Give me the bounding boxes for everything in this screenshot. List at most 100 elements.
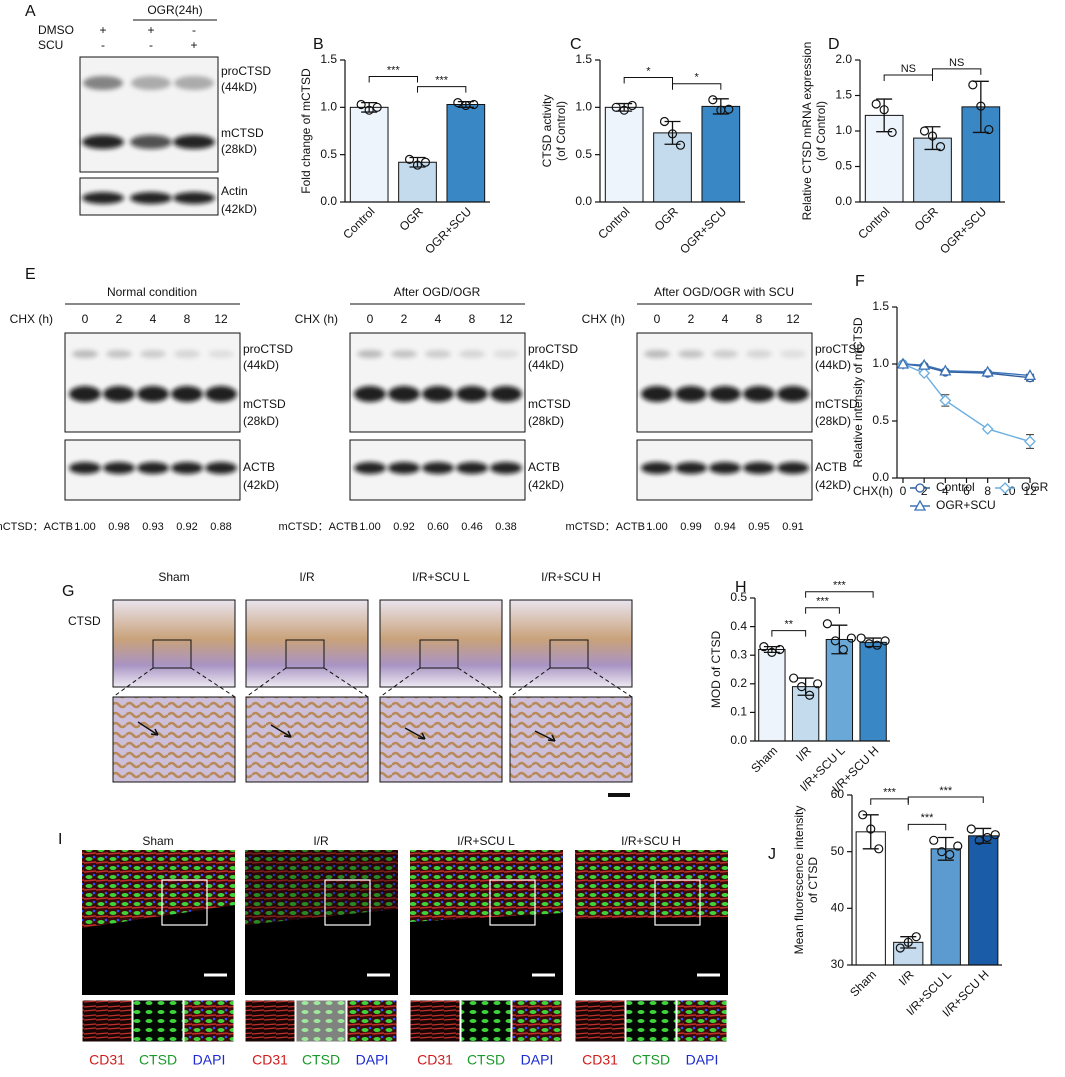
x-tick-label: 6 — [963, 484, 970, 498]
data-point — [813, 679, 823, 689]
blot-band — [490, 386, 522, 402]
data-point — [866, 824, 876, 834]
marker — [939, 364, 952, 376]
ihc-image — [509, 599, 633, 688]
band-label: ACTB — [815, 460, 847, 474]
blot-band — [641, 386, 673, 402]
data-point — [708, 95, 718, 105]
y-tick-label: 0.0 — [872, 470, 889, 484]
blot-band — [205, 462, 237, 474]
if-channel — [132, 999, 184, 1043]
inset-box — [152, 639, 192, 669]
blot-band — [354, 462, 386, 474]
band-label: proCTSD — [528, 342, 578, 356]
blot-band — [777, 386, 809, 402]
ihc-image — [112, 599, 236, 688]
data-point — [627, 100, 637, 111]
blot-band — [82, 135, 124, 149]
group-label: OGR(24h) — [147, 3, 202, 17]
blot-frame — [636, 332, 813, 433]
blot-band — [780, 350, 806, 358]
if-tissue — [575, 850, 728, 919]
data-point — [356, 99, 366, 110]
significance-label: *** — [883, 787, 897, 799]
band-size: (28kD) — [243, 414, 279, 428]
data-point — [420, 157, 431, 167]
if-channel — [460, 999, 512, 1043]
panel-letter: J — [768, 846, 776, 863]
band-label: Actin — [221, 184, 248, 198]
y-tick-label: 30 — [831, 957, 845, 971]
data-point — [982, 832, 992, 843]
ratio-value: 1.00 — [646, 521, 667, 533]
stain-label: CTSD — [68, 614, 101, 628]
significance-bracket — [417, 86, 467, 93]
data-point — [404, 154, 415, 164]
y-axis-label: Relative intensity of mCTSD — [851, 317, 865, 467]
band-label: mCTSD — [528, 397, 571, 411]
blot-title: After OGD/OGR with SCU — [654, 285, 794, 299]
if-tissue — [245, 850, 398, 925]
panel-letter: G — [62, 583, 74, 600]
if-tissue — [410, 850, 563, 922]
x-tick-label: 0 — [900, 484, 907, 498]
band-size: (28kD) — [815, 414, 851, 428]
ihc-image — [509, 696, 633, 783]
significance-bracket — [805, 591, 874, 598]
time-label: CHX (h) — [582, 312, 625, 326]
inset-box — [324, 879, 371, 926]
significance-bracket — [771, 630, 807, 637]
data-point — [974, 835, 984, 845]
zoom-line — [379, 667, 503, 698]
marker — [896, 357, 910, 369]
data-point — [830, 636, 840, 646]
bar — [825, 638, 854, 742]
data-point — [887, 127, 897, 138]
x-tick-label: 8 — [984, 484, 991, 498]
if-channel — [295, 999, 347, 1043]
channel-label: CTSD — [302, 1052, 340, 1068]
data-point — [929, 835, 939, 845]
y-tick-label: 2.0 — [835, 52, 852, 66]
blot-band — [174, 76, 214, 90]
group-title: I/R — [299, 570, 315, 584]
band-label: ACTB — [243, 460, 275, 474]
time-tick: 8 — [756, 312, 763, 326]
y-tick-label: 0.3 — [730, 647, 747, 661]
blot-band — [743, 462, 775, 474]
blot-title: After OGD/OGR — [394, 285, 481, 299]
y-tick-label: 0.0 — [575, 194, 592, 208]
y-tick-label: 0.0 — [320, 194, 337, 208]
x-tick-label: OGR — [397, 204, 426, 233]
time-label: CHX (h) — [295, 312, 338, 326]
ratio-value: 0.38 — [495, 521, 516, 533]
y-tick-label: 1.0 — [575, 100, 592, 114]
data-point — [838, 644, 848, 655]
y-tick-label: 0.5 — [872, 413, 889, 427]
blot-band — [777, 462, 809, 474]
data-point — [872, 640, 882, 650]
ratio-value: 0.92 — [393, 521, 414, 533]
sign: - — [149, 38, 153, 52]
ratio-value: 0.60 — [427, 521, 448, 533]
x-tick-label: I/R — [896, 967, 917, 988]
blot-band — [675, 462, 707, 474]
data-point — [937, 847, 947, 857]
significance-label: *** — [816, 596, 830, 608]
sign: + — [99, 23, 106, 37]
blot-band — [103, 386, 135, 402]
blot-band — [712, 350, 738, 358]
data-point — [966, 824, 976, 834]
bar — [930, 848, 961, 966]
time-tick: 0 — [82, 312, 89, 326]
zoom-line — [112, 667, 236, 698]
channel-label: CTSD — [467, 1052, 505, 1068]
x-tick-label: OGR+SCU — [937, 204, 989, 256]
time-tick: 4 — [150, 312, 157, 326]
channel-label: CTSD — [632, 1052, 670, 1068]
panel-letter: H — [735, 579, 747, 596]
data-point — [469, 99, 479, 110]
blot-band — [357, 350, 383, 358]
significance-bracket — [623, 76, 673, 84]
y-tick-label: 1.5 — [320, 52, 337, 66]
